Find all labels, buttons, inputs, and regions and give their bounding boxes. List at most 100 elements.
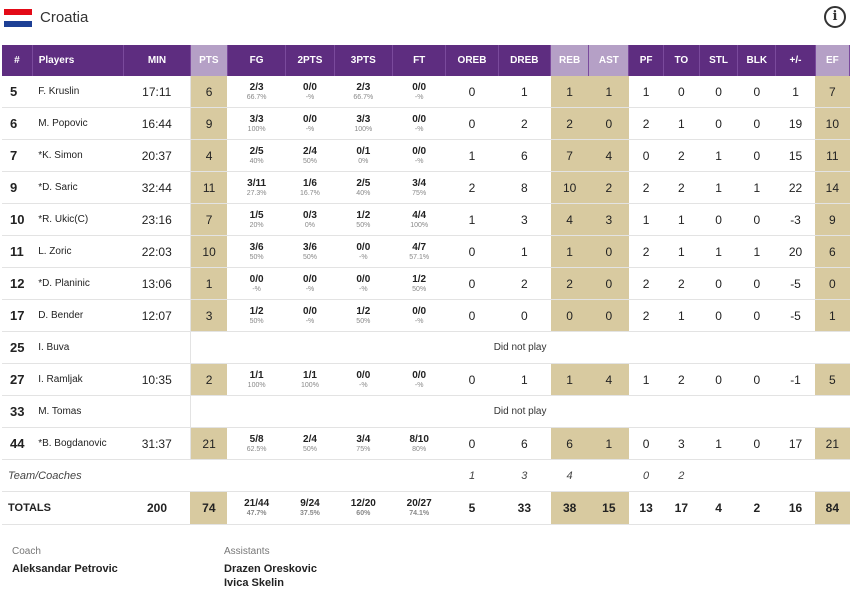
two-pt-cell: 0/3 0%	[285, 203, 335, 236]
ft-cell: 1/2 50%	[392, 267, 446, 300]
table-row: 10 *R. Ukic(C) 23:16 7 1/5 20% 0/3 0% 1/2 50% 4/4 1…	[2, 203, 850, 236]
ast-cell: 0	[588, 235, 629, 268]
blk-cell: 0	[737, 427, 776, 460]
fg-cell: 21/44 47.7%	[227, 491, 286, 525]
ast-cell: 15	[588, 491, 629, 525]
ft-cell-made-attempted: 4/7	[412, 241, 427, 253]
player-name[interactable]: *D. Saric	[32, 171, 124, 204]
player-name[interactable]: *K. Simon	[32, 139, 124, 172]
pf-cell: 1	[628, 203, 664, 236]
column-header[interactable]: EF	[815, 45, 851, 76]
minutes-cell: 31:37	[123, 427, 191, 460]
column-header[interactable]: FG	[227, 45, 287, 76]
three-pt-cell-made-attempted: 1/2	[356, 305, 371, 317]
to-cell: 1	[663, 235, 700, 268]
minutes-cell: 200	[123, 491, 191, 525]
fg-cell: 1/5 20%	[227, 203, 286, 236]
two-pt-cell: 1/1 100%	[285, 363, 335, 396]
points-cell: 11	[190, 171, 228, 204]
three-pt-cell-percent: 60%	[356, 510, 371, 517]
fg-cell: 3/11 27.3%	[227, 171, 286, 204]
ft-cell: 0/0 -%	[392, 299, 446, 332]
oreb-cell: 0	[445, 107, 499, 140]
ft-cell-percent: -%	[414, 157, 424, 165]
fg-cell: 0/0 -%	[227, 267, 286, 300]
coach-label: Coach	[12, 546, 41, 557]
fg-cell-percent: 100%	[247, 381, 266, 389]
column-header[interactable]: DREB	[498, 45, 552, 76]
blk-cell: 0	[737, 267, 776, 300]
pf-cell: 2	[628, 267, 664, 300]
two-pt-cell-percent: 100%	[301, 381, 319, 389]
player-name[interactable]: I. Ramljak	[32, 363, 124, 396]
column-header[interactable]: #	[2, 45, 33, 76]
column-header[interactable]: TO	[663, 45, 700, 76]
plus-minus-cell: -5	[775, 267, 816, 300]
ast-cell: 4	[588, 139, 629, 172]
column-header[interactable]: BLK	[737, 45, 777, 76]
oreb-cell: 1	[445, 203, 499, 236]
points-cell: 21	[190, 427, 228, 460]
did-not-play-label: Did not play	[190, 395, 850, 428]
player-name[interactable]: L. Zoric	[32, 235, 124, 268]
column-header[interactable]: 2PTS	[285, 45, 335, 76]
dreb-cell: 3	[498, 459, 551, 492]
oreb-cell: 0	[445, 267, 499, 300]
column-header[interactable]: OREB	[445, 45, 499, 76]
player-name[interactable]: M. Popovic	[32, 107, 124, 140]
dreb-cell: 0	[498, 299, 551, 332]
blk-cell: 1	[737, 235, 776, 268]
fg-cell-made-attempted: 21/44	[244, 498, 270, 509]
oreb-cell: 1	[445, 139, 499, 172]
column-header[interactable]: MIN	[123, 45, 191, 76]
to-cell: 2	[663, 459, 700, 492]
player-name[interactable]: D. Bender	[32, 299, 124, 332]
ef-cell: 21	[815, 427, 850, 460]
player-name[interactable]: I. Buva	[32, 331, 124, 364]
player-name[interactable]: *D. Planinic	[32, 267, 124, 300]
stl-cell: 0	[699, 267, 738, 300]
player-name[interactable]: *B. Bogdanovic	[32, 427, 124, 460]
column-header[interactable]: AST	[588, 45, 630, 76]
two-pt-cell-percent: 50%	[302, 253, 317, 261]
column-header[interactable]: FT	[392, 45, 447, 76]
plus-minus-cell: -3	[775, 203, 816, 236]
player-name[interactable]: *R. Ukic(C)	[32, 203, 124, 236]
column-header[interactable]: REB	[550, 45, 590, 76]
fg-cell-percent: 40%	[249, 157, 264, 165]
three-pt-cell: 0/0 -%	[334, 235, 393, 268]
oreb-cell: 0	[445, 299, 499, 332]
ft-cell-percent: -%	[414, 317, 424, 325]
plus-minus-cell: 19	[775, 107, 816, 140]
fg-cell: 2/5 40%	[227, 139, 286, 172]
player-name[interactable]: F. Kruslin	[32, 76, 124, 108]
ft-cell-made-attempted: 0/0	[412, 113, 427, 125]
ft-cell-made-attempted: 0/0	[412, 81, 427, 93]
blk-cell: 0	[737, 203, 776, 236]
column-header[interactable]: PF	[628, 45, 664, 76]
column-header[interactable]: STL	[699, 45, 739, 76]
minutes-cell: 10:35	[123, 363, 191, 396]
three-pt-cell-percent: 75%	[356, 445, 371, 453]
table-row: 5 F. Kruslin 17:11 6 2/3 66.7% 0/0 -% 2/3 66.7% 0/…	[2, 76, 850, 108]
three-pt-cell-percent: 0%	[358, 157, 369, 165]
three-pt-cell: 1/2 50%	[334, 299, 393, 332]
three-pt-cell-made-attempted: 3/3	[356, 113, 371, 125]
info-icon[interactable]: i	[824, 6, 846, 28]
column-header[interactable]: 3PTS	[334, 45, 394, 76]
player-name[interactable]: M. Tomas	[32, 395, 124, 428]
three-pt-cell-percent: 100%	[354, 125, 373, 133]
three-pt-cell-made-attempted: 1/2	[356, 209, 371, 221]
table-row: 44 *B. Bogdanovic 31:37 21 5/8 62.5% 2/4 50% 3/4…	[2, 427, 850, 460]
ft-cell-percent: 100%	[410, 221, 429, 229]
player-number: 25	[2, 331, 33, 364]
column-header[interactable]: PTS	[190, 45, 228, 76]
column-header[interactable]: Players	[32, 45, 125, 76]
two-pt-cell: 2/4 50%	[285, 139, 335, 172]
stl-cell: 0	[699, 107, 738, 140]
ft-cell-made-attempted: 0/0	[412, 145, 427, 157]
dreb-cell: 6	[498, 427, 551, 460]
dreb-cell: 3	[498, 203, 551, 236]
stl-cell: 1	[699, 235, 738, 268]
column-header[interactable]: +/-	[775, 45, 816, 76]
